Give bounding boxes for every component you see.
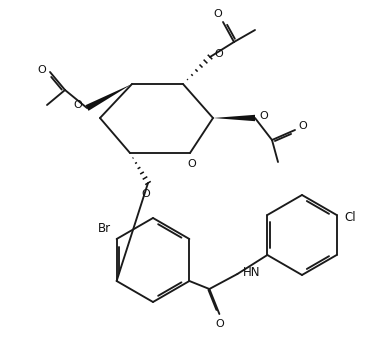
Text: O: O bbox=[188, 159, 196, 169]
Text: O: O bbox=[215, 49, 223, 59]
Text: O: O bbox=[299, 121, 307, 131]
Text: O: O bbox=[215, 319, 224, 329]
Polygon shape bbox=[86, 84, 132, 111]
Text: Cl: Cl bbox=[345, 211, 357, 223]
Text: O: O bbox=[142, 189, 150, 199]
Polygon shape bbox=[213, 115, 255, 121]
Text: O: O bbox=[74, 100, 82, 110]
Text: O: O bbox=[38, 65, 46, 75]
Text: O: O bbox=[214, 9, 222, 19]
Text: HN: HN bbox=[243, 266, 260, 278]
Text: O: O bbox=[260, 111, 268, 121]
Text: Br: Br bbox=[98, 222, 111, 236]
